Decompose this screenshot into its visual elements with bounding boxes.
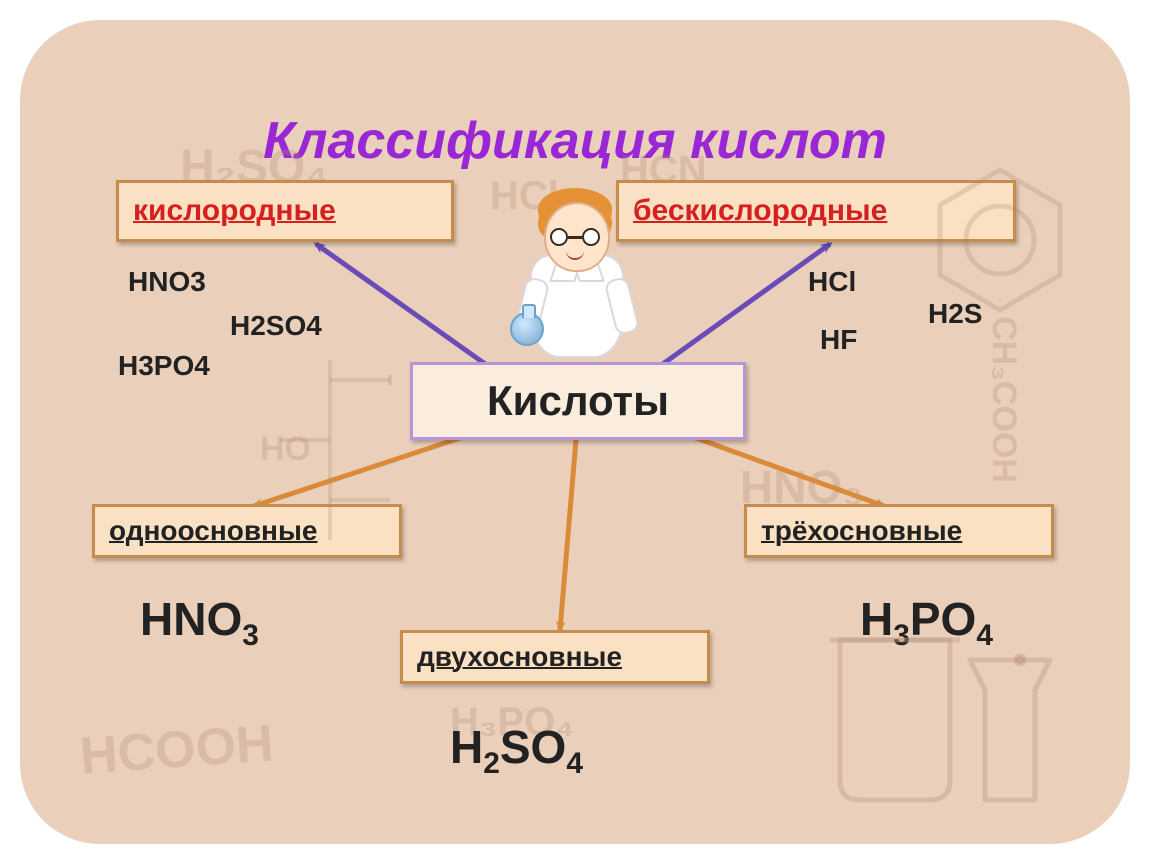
category-label: бескислородные (633, 194, 887, 228)
watermark: HCOOH (78, 713, 275, 786)
category-label: трёхосновные (761, 515, 962, 547)
formula-small: H3PO4 (118, 350, 210, 382)
category-tri: трёхосновные (744, 504, 1054, 558)
watermark: CH₃COOH (984, 316, 1023, 483)
slide: Классификация кислот H₂SO₄HCNHClHNO₃CH₃C… (20, 20, 1130, 844)
formula-small: HF (820, 324, 857, 356)
formula-small: H2SO4 (230, 310, 322, 342)
category-label: двухосновные (417, 641, 622, 673)
category-label: кислородные (133, 194, 336, 228)
formula-big-di-ex: H2SO4 (450, 720, 583, 781)
category-oxy: кислородные (116, 180, 454, 242)
watermark-glassware (820, 600, 1080, 820)
arrow-bottom (560, 440, 576, 630)
watermark-benzene (920, 160, 1080, 320)
arrow-bottom (696, 438, 884, 506)
formula-small: HCl (808, 266, 856, 298)
watermark-structure (270, 340, 490, 580)
formula-small: HNO3 (128, 266, 206, 298)
arrow-top (660, 244, 830, 366)
category-di: двухосновные (400, 630, 710, 684)
formula-big-mono-ex: HNO3 (140, 592, 259, 653)
